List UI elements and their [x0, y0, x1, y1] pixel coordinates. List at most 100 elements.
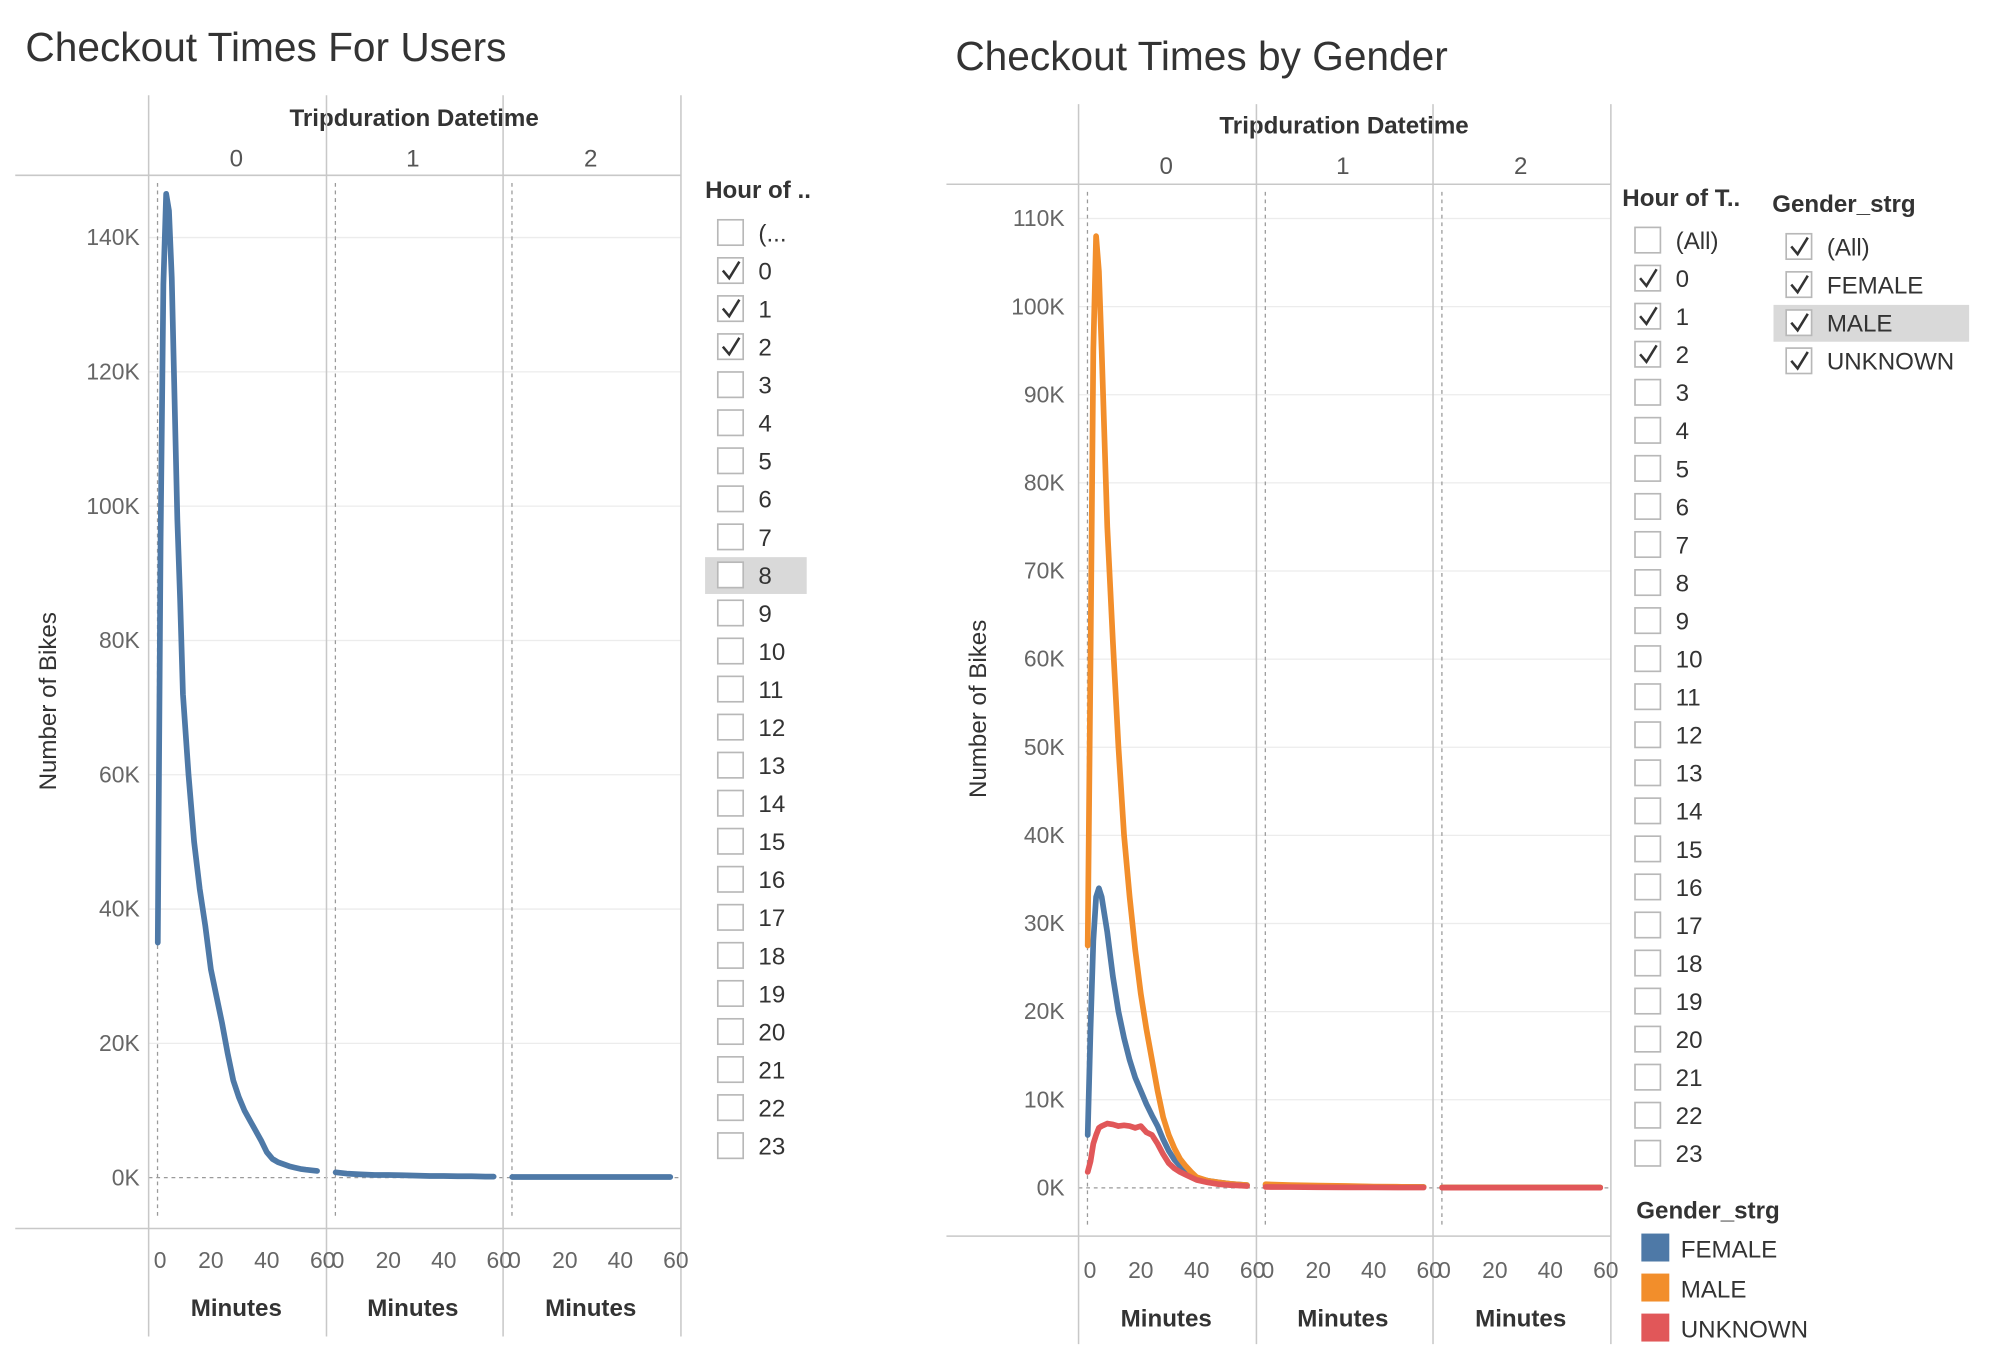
filter-item-label[interactable]: 8	[758, 563, 771, 590]
filter-item-label[interactable]: 22	[758, 1095, 785, 1122]
filter-item-label[interactable]: 22	[1676, 1103, 1703, 1130]
hour-filter-2[interactable]: (All)01234567891011121314151617181920212…	[1634, 226, 1719, 1168]
filter-checkbox[interactable]	[1634, 378, 1662, 406]
filter-item-label[interactable]: 9	[758, 601, 771, 628]
filter-checkbox[interactable]	[716, 447, 745, 475]
filter-checkbox[interactable]	[716, 789, 745, 817]
filter-item-label[interactable]: 1	[1676, 304, 1689, 331]
filter-checkbox[interactable]	[716, 675, 745, 703]
filter-item-label[interactable]: 7	[758, 525, 771, 552]
filter-item-label[interactable]: 15	[758, 829, 785, 856]
filter-item-label[interactable]: 7	[1676, 532, 1689, 559]
filter-checkbox[interactable]	[716, 371, 745, 399]
filter-item-label[interactable]: 3	[1676, 380, 1689, 407]
filter-item-label[interactable]: 17	[1676, 913, 1703, 940]
filter-checkbox[interactable]	[1634, 911, 1662, 939]
filter-checkbox[interactable]	[1634, 340, 1662, 368]
filter-checkbox[interactable]	[1634, 1139, 1662, 1167]
filter-checkbox[interactable]	[716, 485, 745, 513]
filter-item-label[interactable]: 4	[1676, 418, 1689, 445]
filter-item-label[interactable]: 15	[1676, 837, 1703, 864]
filter-item-label[interactable]: 13	[1676, 761, 1703, 788]
filter-item-label[interactable]: 4	[758, 411, 771, 438]
filter-checkbox[interactable]	[716, 713, 745, 741]
filter-item-label[interactable]: 6	[758, 487, 771, 514]
filter-item-label[interactable]: (...	[758, 220, 786, 247]
filter-checkbox[interactable]	[716, 523, 745, 551]
filter-item-label[interactable]: 3	[758, 373, 771, 400]
filter-checkbox[interactable]	[716, 1017, 745, 1046]
filter-item-label[interactable]: 13	[758, 753, 785, 780]
filter-checkbox[interactable]	[1634, 645, 1662, 673]
filter-item-label[interactable]: 21	[758, 1057, 785, 1084]
filter-item-label[interactable]: 1	[758, 296, 771, 323]
filter-checkbox[interactable]	[716, 751, 745, 779]
filter-checkbox[interactable]	[1634, 721, 1662, 749]
filter-item-label[interactable]: 11	[758, 677, 783, 704]
filter-item-label[interactable]: 14	[758, 791, 785, 818]
filter-item-label[interactable]: 17	[758, 905, 785, 932]
filter-checkbox[interactable]	[716, 941, 745, 969]
filter-item-label[interactable]: 5	[1676, 456, 1689, 483]
filter-checkbox[interactable]	[716, 1094, 745, 1122]
filter-item-label[interactable]: 10	[1676, 647, 1703, 674]
filter-item-label[interactable]: 0	[1676, 266, 1689, 293]
filter-checkbox[interactable]	[716, 218, 745, 247]
filter-item-label[interactable]: FEMALE	[1827, 272, 1924, 299]
filter-item-label[interactable]: 6	[1676, 494, 1689, 521]
filter-checkbox[interactable]	[716, 827, 745, 855]
filter-item-label[interactable]: 20	[758, 1019, 785, 1046]
filter-item-label[interactable]: 5	[758, 449, 771, 476]
filter-checkbox[interactable]	[1634, 1025, 1662, 1053]
filter-item-label[interactable]: 16	[1676, 875, 1703, 902]
filter-checkbox[interactable]	[1785, 232, 1813, 260]
gender-filter[interactable]: (All) FEMALE MALE UNKNOWN	[1773, 232, 1970, 376]
filter-checkbox[interactable]	[1634, 873, 1662, 901]
filter-checkbox[interactable]	[1634, 835, 1662, 863]
filter-checkbox[interactable]	[1634, 797, 1662, 825]
filter-checkbox[interactable]	[716, 409, 745, 437]
filter-item-label[interactable]: (All)	[1676, 228, 1719, 255]
filter-checkbox[interactable]	[1634, 302, 1662, 330]
filter-item-label[interactable]: MALE	[1827, 311, 1893, 338]
filter-item-label[interactable]: 23	[758, 1134, 785, 1161]
filter-item-label[interactable]: 11	[1676, 685, 1701, 712]
filter-item-label[interactable]: 19	[758, 981, 785, 1008]
filter-item-label[interactable]: 8	[1676, 570, 1689, 597]
filter-checkbox[interactable]	[1634, 1063, 1662, 1091]
filter-checkbox[interactable]	[716, 1132, 745, 1160]
filter-item-label[interactable]: 9	[1676, 608, 1689, 635]
filter-item-label[interactable]: 21	[1676, 1065, 1703, 1092]
filter-checkbox[interactable]	[1634, 607, 1662, 635]
filter-checkbox[interactable]	[716, 1056, 745, 1084]
filter-item-label[interactable]: 2	[1676, 342, 1689, 369]
filter-checkbox[interactable]	[1634, 226, 1662, 254]
filter-checkbox[interactable]	[1634, 492, 1662, 520]
filter-checkbox[interactable]	[1634, 454, 1662, 482]
filter-checkbox[interactable]	[716, 865, 745, 893]
hour-filter[interactable]: (...012345678910111213141516171819202122…	[705, 218, 807, 1161]
filter-item-label[interactable]: 23	[1676, 1141, 1703, 1168]
filter-checkbox[interactable]	[716, 561, 745, 589]
filter-checkbox[interactable]	[1634, 759, 1662, 787]
filter-checkbox[interactable]	[716, 903, 745, 931]
filter-item-label[interactable]: 20	[1676, 1027, 1703, 1054]
filter-item-label[interactable]: 18	[1676, 951, 1703, 978]
filter-checkbox[interactable]	[1634, 987, 1662, 1015]
filter-checkbox[interactable]	[1634, 683, 1662, 711]
filter-checkbox[interactable]	[716, 979, 745, 1007]
filter-item-label[interactable]: 0	[758, 258, 771, 285]
filter-item-label[interactable]: 18	[758, 943, 785, 970]
filter-checkbox[interactable]	[716, 295, 745, 323]
filter-checkbox[interactable]	[1634, 416, 1662, 444]
filter-item-label[interactable]: 12	[758, 715, 785, 742]
filter-checkbox[interactable]	[1634, 569, 1662, 597]
filter-item-label[interactable]: 19	[1676, 989, 1703, 1016]
filter-item-label[interactable]: 16	[758, 867, 785, 894]
filter-item-label[interactable]: 10	[758, 639, 785, 666]
filter-checkbox[interactable]	[1634, 949, 1662, 977]
filter-checkbox[interactable]	[1634, 1101, 1662, 1129]
filter-checkbox[interactable]	[1634, 530, 1662, 559]
filter-item-label[interactable]: 2	[758, 335, 771, 362]
filter-checkbox[interactable]	[716, 637, 745, 665]
